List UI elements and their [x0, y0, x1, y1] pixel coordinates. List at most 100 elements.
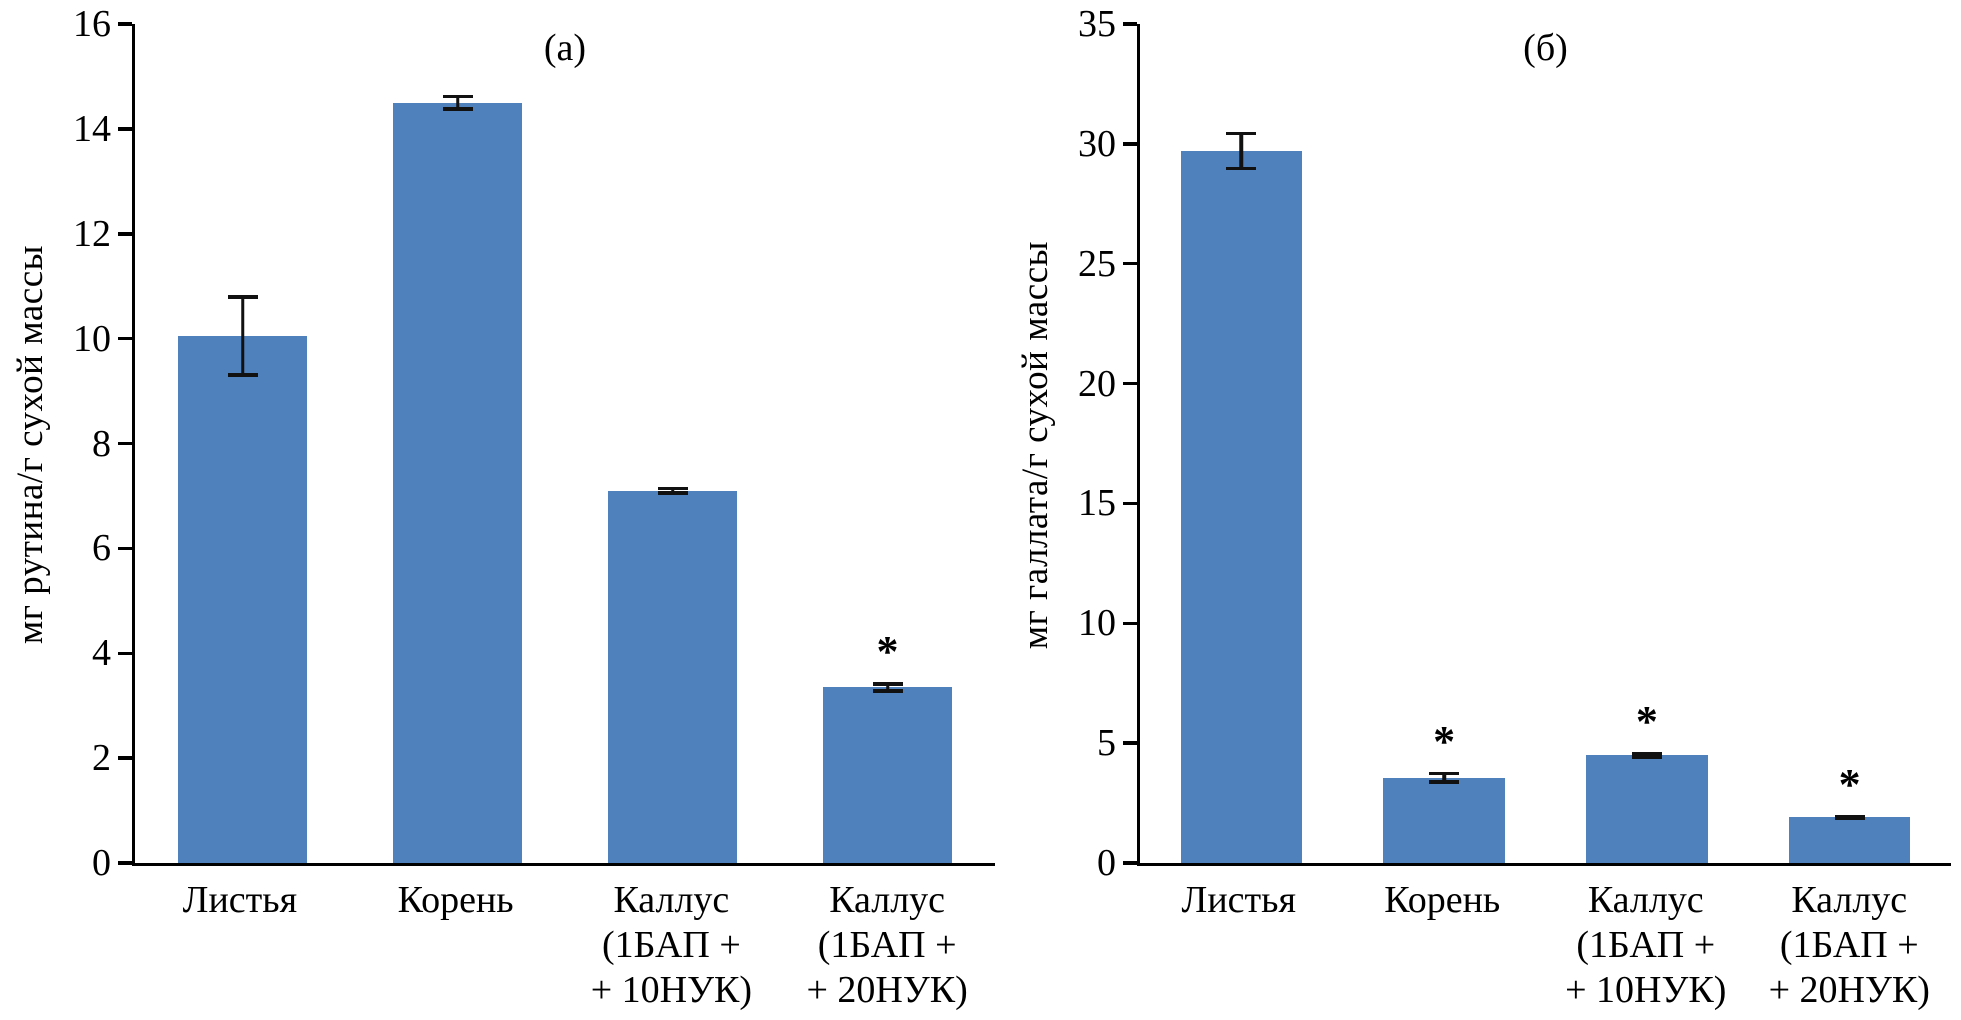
x-label-line: (1БАП +: [817, 924, 957, 966]
bar-slot: [1140, 24, 1343, 863]
y-tick-label: 30: [1078, 122, 1116, 165]
y-tick-mark: [1122, 861, 1137, 865]
error-bar: [885, 682, 890, 693]
significance-asterisk: *: [1838, 760, 1861, 810]
error-bar-cap-bottom: [657, 491, 688, 495]
x-category-label: Каллус (1БАП + + 10НУК): [1544, 878, 1748, 1013]
y-tick-label: 5: [1097, 722, 1116, 765]
error-bar-cap-top: [1429, 771, 1460, 776]
x-label-line: Каллус: [613, 879, 730, 921]
x-label-line: Каллус: [829, 879, 946, 921]
y-tick-mark: [1122, 381, 1137, 386]
x-label-line: (1БАП +: [601, 924, 741, 966]
bar-slot: [135, 24, 350, 863]
bar: [1586, 755, 1708, 863]
x-label-line: Каллус: [1587, 879, 1704, 921]
y-tick-mark: [117, 22, 132, 26]
bar: [1180, 151, 1303, 863]
panel-title: (б): [1523, 27, 1568, 69]
bar: [393, 102, 522, 863]
y-tick-mark: [117, 546, 132, 551]
error-bar-cap-top: [442, 94, 473, 99]
y-tick-label: 14: [73, 107, 111, 150]
y-tick-label: 8: [92, 422, 111, 465]
bar-slot: *: [1748, 24, 1951, 863]
error-bar: [1442, 771, 1446, 784]
x-category-label: Каллус (1БАП + + 20НУК): [779, 878, 995, 1013]
x-label-line: Корень: [1384, 879, 1501, 921]
bars-row: *: [135, 24, 995, 863]
error-bar-cap-top: [872, 682, 903, 686]
error-bar-cap-bottom: [227, 373, 258, 377]
y-tick-label: 15: [1078, 482, 1116, 525]
bar-slot: *: [1546, 24, 1749, 863]
error-bar-cap-bottom: [1226, 166, 1257, 171]
significance-asterisk: *: [876, 627, 899, 677]
y-tick-label: 4: [92, 632, 111, 675]
x-axis-labels: Листья Корень Каллус (1БАП + + 10НУК) Каллус(…: [1137, 878, 1951, 1013]
y-tick-label: 6: [92, 527, 111, 570]
plot-area: (а) 0 2 4 6 8 10 12 14 16 *: [73, 5, 995, 882]
y-tick-label: 35: [1078, 3, 1116, 45]
bar-slot: [565, 24, 780, 863]
x-label-line: Листья: [1181, 879, 1296, 921]
x-axis-labels: Листья Корень Каллус (1БАП + + 10НУК) Каллус(…: [132, 878, 995, 1013]
x-category-label: Каллус (1БАП + + 10НУК): [564, 878, 780, 1013]
x-category-label: Корень: [1341, 878, 1545, 1013]
panel-title: (а): [543, 27, 587, 69]
x-label-line: (1БАП +: [1779, 924, 1919, 966]
error-bar-cap-top: [1226, 131, 1257, 136]
x-label-line: + 10НУК): [1565, 969, 1727, 1011]
error-bar-cap-top: [657, 486, 688, 490]
error-bar-cap-bottom: [872, 689, 903, 693]
x-label-line: + 10НУК): [590, 969, 753, 1011]
bar: [178, 336, 307, 863]
y-tick-label: 16: [73, 3, 111, 45]
x-category-label: Листья: [132, 878, 348, 1013]
y-tick-label: 10: [73, 317, 111, 360]
error-bar: [670, 486, 675, 495]
y-tick-mark: [117, 441, 132, 446]
bar: [1788, 817, 1911, 863]
y-tick-mark: [117, 651, 132, 655]
error-bar: [455, 94, 460, 111]
y-tick-mark: [117, 232, 132, 236]
y-tick-mark: [117, 336, 132, 341]
x-label-line: (1БАП +: [1576, 924, 1716, 966]
error-bar-cap-bottom: [442, 107, 473, 111]
bar-slot: [350, 24, 565, 863]
plot-area: (б) 0 5 10 15 20 25 30 35 * * *: [1078, 5, 1951, 882]
y-tick-mark: [1122, 22, 1137, 26]
y-tick-label: 2: [92, 737, 111, 780]
y-tick-label: 12: [73, 212, 111, 255]
panel-b: мг галлата/г сухой массы (б) 0 5 10 15 20 25 30…: [1005, 0, 1961, 1020]
bar: [823, 687, 952, 863]
x-category-label: Корень: [348, 878, 564, 1013]
bar: [1383, 777, 1505, 863]
error-bar: [1645, 751, 1649, 759]
x-label-line: Листья: [182, 879, 298, 921]
error-bar-cap-top: [1631, 751, 1662, 756]
error-bar-cap-bottom: [1834, 816, 1865, 820]
y-tick-mark: [1122, 142, 1137, 146]
chart-a: (а) 0 2 4 6 8 10 12 14 16 * Листья Корень Каллус (1БАП…: [60, 0, 1005, 1020]
y-axis-label-b: мг галлата/г сухой массы: [1014, 240, 1056, 650]
x-category-label: Каллус (1БАП + + 20НУК): [1748, 878, 1952, 1013]
x-label-line: Каллус: [1791, 879, 1908, 921]
chart-b: (б) 0 5 10 15 20 25 30 35 * * * Листья Корень Каллус (1…: [1065, 0, 1961, 1020]
error-bar: [240, 295, 245, 377]
error-bar: [1239, 131, 1244, 171]
y-tick-label: 20: [1078, 362, 1116, 405]
y-tick-mark: [1122, 621, 1137, 626]
y-tick-label: 0: [92, 842, 111, 884]
y-tick-mark: [117, 127, 132, 131]
x-label-line: + 20НУК): [806, 969, 968, 1011]
y-tick-mark: [1122, 261, 1137, 266]
y-tick-mark: [1122, 501, 1137, 506]
x-category-label: Листья: [1137, 878, 1341, 1013]
significance-asterisk: *: [1433, 716, 1456, 766]
bars-row: * * *: [1140, 24, 1951, 863]
error-bar-cap-bottom: [1429, 780, 1460, 784]
y-tick-mark: [117, 861, 132, 865]
